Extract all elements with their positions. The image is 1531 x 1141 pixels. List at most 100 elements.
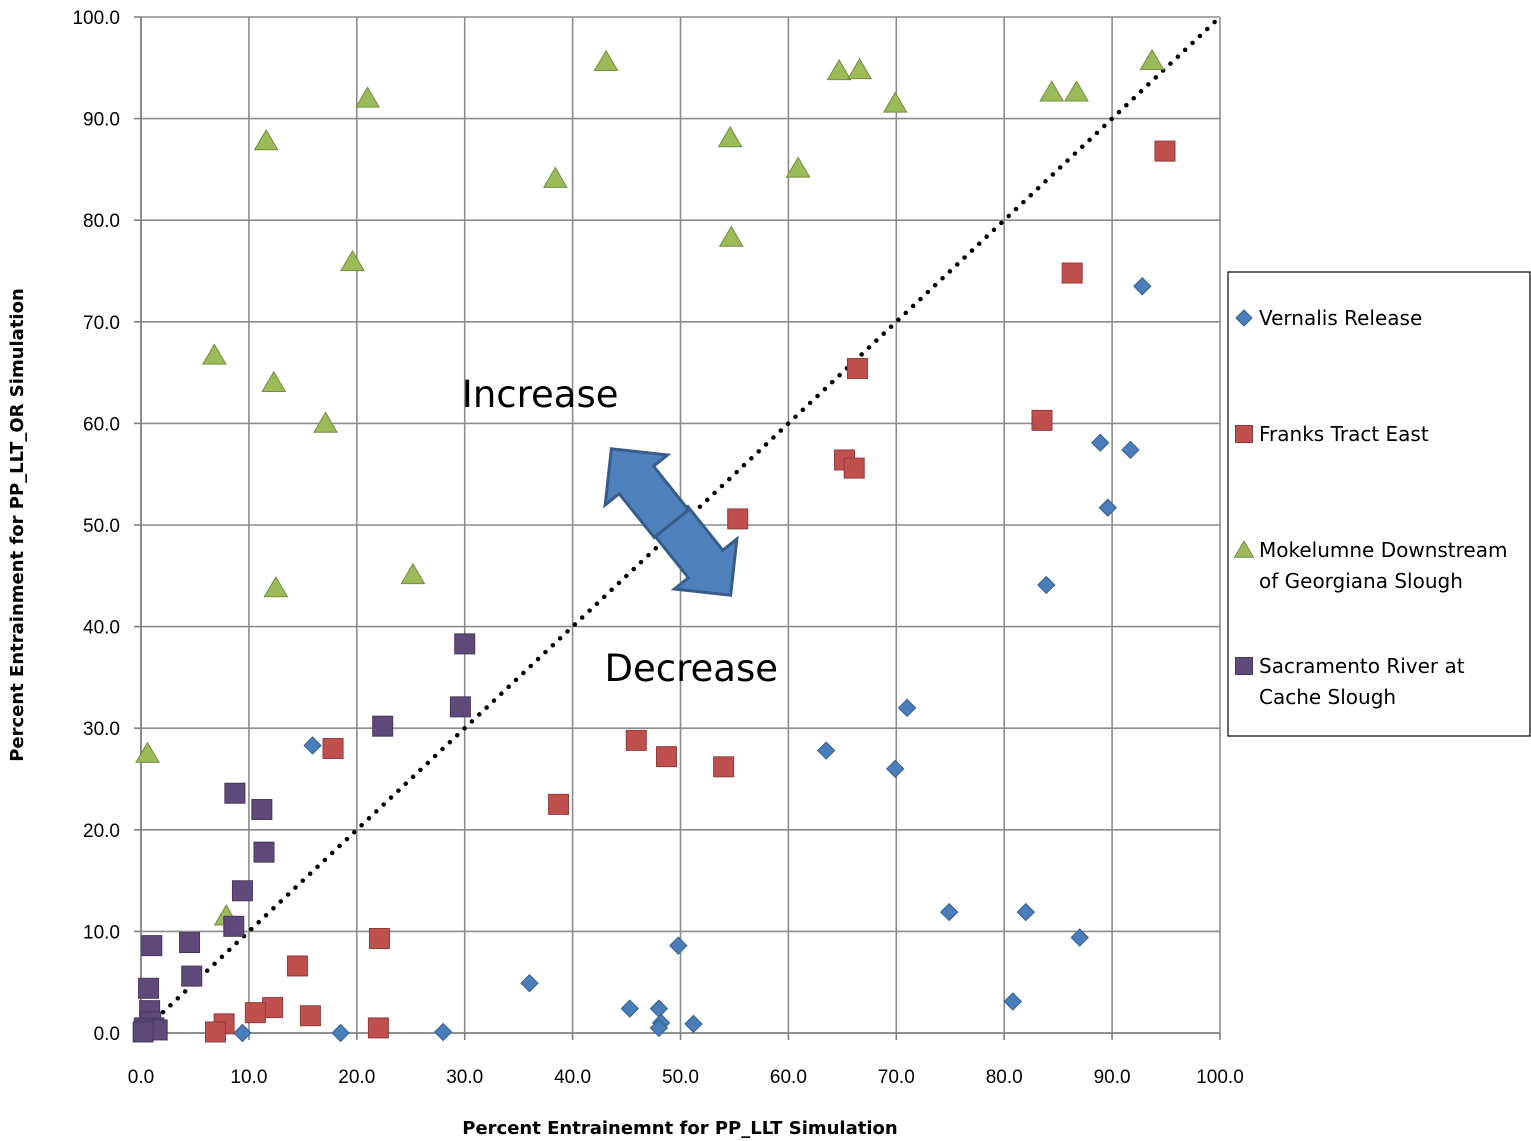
legend-marker [1235,309,1253,327]
data-point [141,935,163,957]
y-tick-label: 50.0 [83,516,120,537]
data-point [253,128,279,151]
data-point [223,915,245,937]
data-point [1061,262,1083,284]
y-tick-label: 60.0 [83,414,120,435]
data-point [261,370,287,393]
x-tick-label: 100.0 [1196,1067,1244,1088]
data-point [231,880,253,902]
y-tick-labels: 0.0 10.0 20.0 30.0 40.0 50.0 60.0 70.0 80.0 90.0 1… [72,8,120,1045]
data-point [135,741,160,763]
double-arrow-icon [603,447,739,597]
x-axis-title: Percent Entrainemnt for PP_LLT Simulatio… [462,1118,897,1139]
data-point [179,932,201,954]
data-point [886,759,905,779]
x-tick-label: 40.0 [554,1067,591,1088]
data-point [400,562,426,585]
data-point [649,1018,669,1038]
data-point [299,1005,321,1027]
data-point [322,738,344,760]
data-point [355,86,381,108]
data-point [593,49,619,72]
x-tick-label: 60.0 [770,1067,807,1088]
data-point [433,1022,453,1042]
data-point [620,999,639,1018]
y-tick-label: 90.0 [83,110,120,131]
data-point [649,999,669,1018]
data-point [233,1023,252,1043]
x-tick-labels: 0.0 10.0 20.0 30.0 40.0 50.0 60.0 70.0 80.0 90.0 1… [128,1067,1244,1088]
data-point [843,457,865,479]
legend-label: Vernalis Release [1259,306,1422,330]
data-point [331,1023,350,1043]
x-tick-label: 50.0 [662,1067,699,1088]
data-point [897,698,917,718]
data-point [1098,498,1117,517]
data-point [449,696,471,718]
data-point [1016,902,1035,922]
series-1 [204,140,1176,1043]
legend-marker [1235,657,1253,675]
data-point [1133,277,1152,296]
data-point [303,736,322,755]
data-point [846,358,868,380]
x-tick-label: 10.0 [230,1067,267,1088]
data-point [847,57,873,80]
data-point [669,936,688,955]
data-point [372,715,394,737]
legend-label: Cache Slough [1259,685,1396,709]
data-point [253,841,275,863]
data-point [1070,928,1089,947]
data-point [718,225,744,247]
y-tick-label: 40.0 [83,618,120,639]
y-tick-label: 70.0 [83,313,120,334]
data-point [368,928,390,950]
data-point [816,741,836,760]
data-point [454,633,476,655]
legend-marker [1233,540,1255,558]
data-point [826,58,852,81]
y-axis-title: Percent Entrainment for PP_LLT_OR Simula… [7,288,28,762]
data-point [1139,48,1165,70]
data-point [655,746,677,768]
grid [134,16,1221,1040]
data-point [713,756,735,778]
series-2 [135,48,1165,926]
legend-label: Franks Tract East [1259,422,1429,446]
data-point [1037,575,1056,595]
x-tick-label: 90.0 [1094,1067,1131,1088]
annotation-increase: Increase [462,373,619,416]
y-tick-label: 0.0 [94,1024,120,1045]
data-point [520,974,539,993]
legend-label: Sacramento River at [1259,654,1465,678]
data-point [132,1021,154,1043]
data-point [1039,80,1065,102]
data-point [625,729,647,751]
data-point [1064,80,1089,102]
y-tick-label: 30.0 [83,719,120,740]
data-point [313,411,338,433]
data-point [263,575,289,598]
y-tick-label: 80.0 [83,211,120,232]
data-point [181,965,203,987]
legend: Vernalis Release Franks Tract East Mokelum… [1227,271,1531,737]
x-tick-label: 80.0 [986,1067,1023,1088]
data-point [717,125,743,148]
legend-box [1227,271,1531,737]
x-tick-label: 0.0 [128,1067,154,1088]
legend-marker [1235,425,1253,443]
series-3 [132,633,476,1043]
data-point [1091,433,1110,452]
data-point [1003,992,1023,1011]
data-points [132,48,1176,1043]
annotation-decrease: Decrease [605,647,778,690]
legend-label: Mokelumne Downstream [1259,538,1507,562]
y-tick-label: 10.0 [83,922,120,943]
data-point [1154,140,1176,162]
data-point [939,902,959,922]
y-tick-label: 20.0 [83,821,120,842]
x-tick-label: 20.0 [338,1067,375,1088]
series-0 [233,277,1152,1043]
data-point [286,955,308,977]
